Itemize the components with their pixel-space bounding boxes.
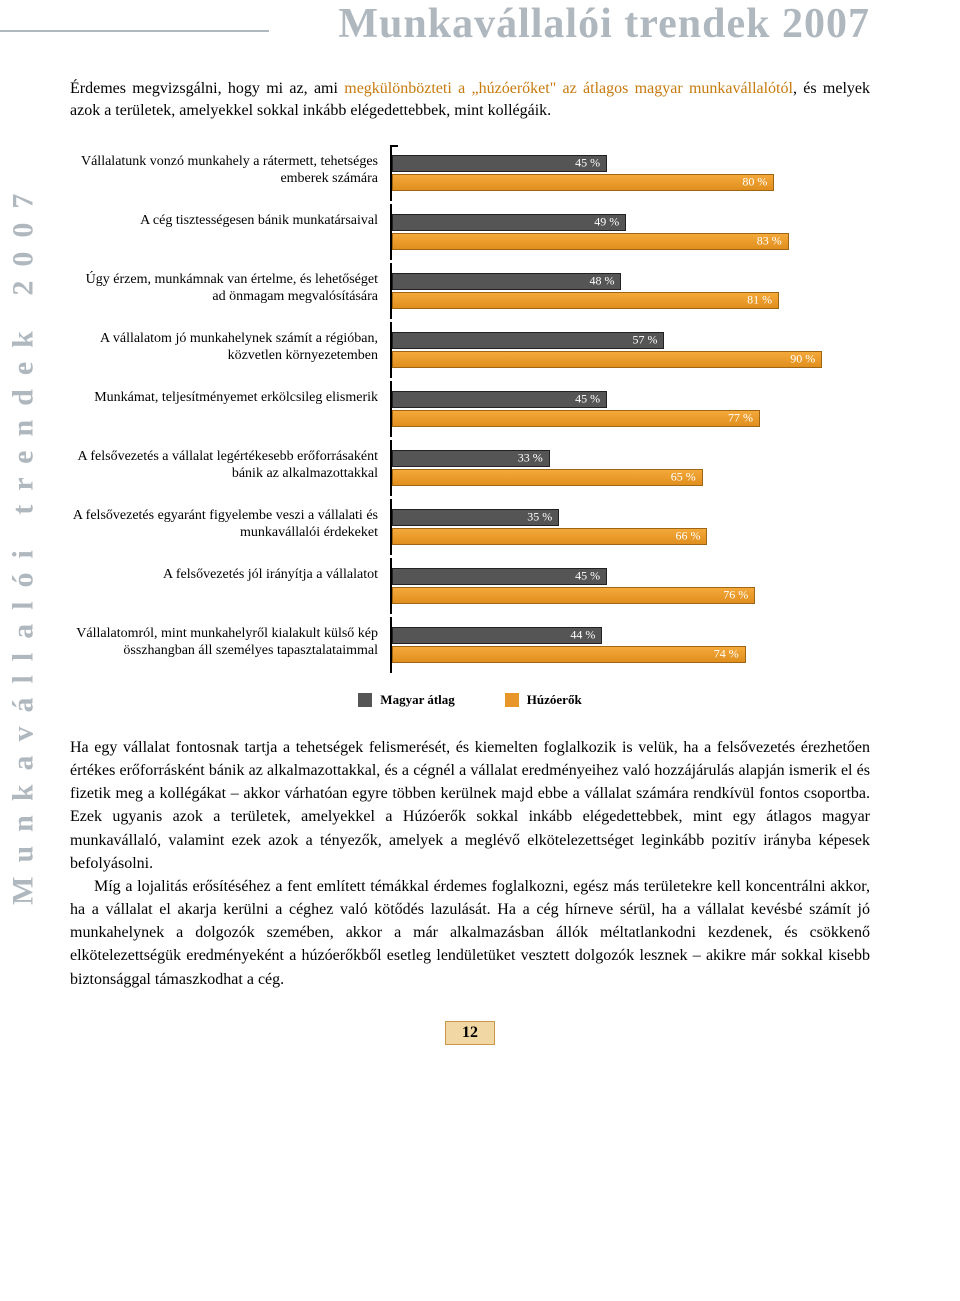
bar-series-a: 45 % [392,155,607,172]
bar-series-a: 44 % [392,627,602,644]
bar-value-b: 77 % [728,411,753,426]
intro-paragraph: Érdemes megvizsgálni, hogy mi az, ami me… [70,78,870,123]
bar-value-b: 81 % [747,293,772,308]
bar-series-b: 74 % [392,646,746,663]
bar-series-b: 66 % [392,528,707,545]
bar-value-b: 66 % [675,529,700,544]
chart-bars: 57 % 90 % [390,328,870,372]
chart-axis [390,499,392,555]
chart-row: A felsővezetés jól irányítja a vállalato… [70,564,870,608]
chart-legend: Magyar átlag Húzóerők [70,692,870,708]
chart-row: A vállalatom jó munkahelynek számít a ré… [70,328,870,372]
bar-series-b: 90 % [392,351,822,368]
bar-series-a: 33 % [392,450,550,467]
bar-value-a: 44 % [570,628,595,643]
bar-series-a: 49 % [392,214,626,231]
header-title: Munkavállalói trendek 2007 [338,0,870,48]
bar-value-a: 33 % [518,451,543,466]
chart-row: Úgy érzem, munkámnak van értelme, és leh… [70,269,870,313]
legend-swatch-b [505,693,519,707]
chart-bars: 35 % 66 % [390,505,870,549]
comparison-bar-chart: Vállalatunk vonzó munkahely a rátermett,… [70,151,870,667]
chart-bars: 45 % 76 % [390,564,870,608]
chart-axis [390,440,392,496]
bar-series-a: 35 % [392,509,559,526]
bar-value-a: 35 % [527,510,552,525]
chart-axis [390,204,392,260]
chart-axis [390,381,392,437]
body-text: Ha egy vállalat fontosnak tartja a tehet… [70,736,870,991]
chart-axis [390,558,392,614]
chart-bars: 49 % 83 % [390,210,870,254]
chart-axis [390,263,392,319]
chart-row: Vállalatunk vonzó munkahely a rátermett,… [70,151,870,195]
chart-axis [390,322,392,378]
chart-bars: 33 % 65 % [390,446,870,490]
chart-row-label: A cég tisztességesen bánik munkatársaiva… [70,210,390,230]
bar-series-a: 48 % [392,273,621,290]
vertical-page-title: Munkavállalói trendek 2007 [6,70,41,1015]
bar-value-a: 45 % [575,569,600,584]
header-rule [0,30,269,32]
bar-series-b: 83 % [392,233,789,250]
chart-bars: 45 % 77 % [390,387,870,431]
bar-series-b: 80 % [392,174,774,191]
chart-axis-tick [390,145,398,147]
body-p2: Míg a lojalitás erősítéséhez a fent emlí… [70,875,870,991]
chart-row-label: A felsővezetés a vállalat legértékesebb … [70,446,390,483]
legend-swatch-a [358,693,372,707]
bar-value-b: 65 % [671,470,696,485]
intro-highlight: megkülönbözteti a „húzóerőket" az átlago… [344,80,793,97]
chart-bars: 45 % 80 % [390,151,870,195]
bar-series-a: 57 % [392,332,664,349]
bar-value-b: 74 % [714,647,739,662]
chart-row: A cég tisztességesen bánik munkatársaiva… [70,210,870,254]
bar-value-a: 48 % [589,274,614,289]
chart-row: A felsővezetés egyaránt figyelembe veszi… [70,505,870,549]
bar-series-a: 45 % [392,568,607,585]
chart-bars: 44 % 74 % [390,623,870,667]
legend-item-a: Magyar átlag [358,692,455,708]
legend-label-b: Húzóerők [527,692,582,708]
bar-series-b: 77 % [392,410,760,427]
bar-value-a: 45 % [575,156,600,171]
chart-row-label: Úgy érzem, munkámnak van értelme, és leh… [70,269,390,306]
chart-bars: 48 % 81 % [390,269,870,313]
bar-value-b: 76 % [723,588,748,603]
chart-row-label: Vállalatomról, mint munkahelyről kialaku… [70,623,390,660]
legend-item-b: Húzóerők [505,692,582,708]
chart-row-label: A felsővezetés egyaránt figyelembe veszi… [70,505,390,542]
chart-row: Munkámat, teljesítményemet erkölcsileg e… [70,387,870,431]
chart-axis [390,145,392,201]
chart-axis [390,617,392,673]
bar-series-b: 65 % [392,469,703,486]
chart-row-label: Vállalatunk vonzó munkahely a rátermett,… [70,151,390,188]
chart-row-label: A vállalatom jó munkahelynek számít a ré… [70,328,390,365]
page-number: 12 [445,1021,495,1045]
bar-value-b: 90 % [790,352,815,367]
body-p1: Ha egy vállalat fontosnak tartja a tehet… [70,736,870,875]
bar-value-b: 80 % [742,175,767,190]
bar-value-a: 45 % [575,392,600,407]
bar-series-b: 81 % [392,292,779,309]
chart-row: Vállalatomról, mint munkahelyről kialaku… [70,623,870,667]
chart-row: A felsővezetés a vállalat legértékesebb … [70,446,870,490]
legend-label-a: Magyar átlag [380,692,455,708]
chart-row-label: A felsővezetés jól irányítja a vállalato… [70,564,390,584]
bar-value-b: 83 % [757,234,782,249]
bar-series-b: 76 % [392,587,755,604]
bar-series-a: 45 % [392,391,607,408]
bar-value-a: 49 % [594,215,619,230]
chart-row-label: Munkámat, teljesítményemet erkölcsileg e… [70,387,390,407]
intro-pre: Érdemes megvizsgálni, hogy mi az, ami [70,80,344,97]
bar-value-a: 57 % [632,333,657,348]
